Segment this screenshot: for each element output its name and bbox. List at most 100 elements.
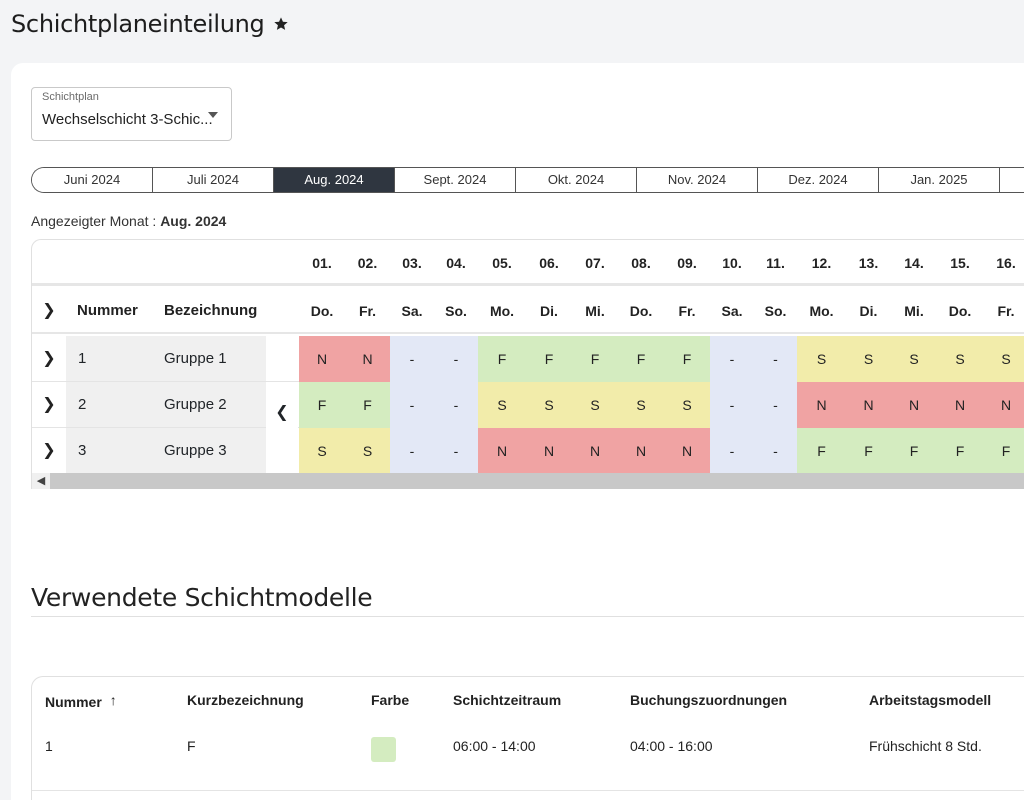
- shift-cell[interactable]: S: [937, 336, 983, 382]
- shift-cell[interactable]: S: [526, 382, 572, 428]
- models-header-arbeitstagsmodell[interactable]: Arbeitstagsmodell: [869, 692, 992, 708]
- shift-cell[interactable]: N: [345, 336, 390, 382]
- shift-cell[interactable]: -: [754, 428, 797, 474]
- row-divider: [32, 790, 1024, 791]
- month-tab[interactable]: Dez. 2024: [758, 168, 879, 192]
- shown-month-value: Aug. 2024: [160, 213, 227, 229]
- scroll-left-arrow-icon[interactable]: ◀: [32, 473, 50, 489]
- shift-cell[interactable]: -: [390, 382, 434, 428]
- weekday-header-cell: Fr.: [997, 303, 1015, 319]
- shift-cell[interactable]: F: [846, 428, 891, 474]
- page-title-text: Schichtplaneinteilung: [11, 10, 265, 38]
- models-header-nummer[interactable]: Nummer ↑: [45, 677, 117, 723]
- shift-cell[interactable]: -: [754, 336, 797, 382]
- weekday-header-cell: So.: [764, 303, 787, 319]
- weekday-header-cell: Sa.: [721, 303, 743, 319]
- shift-cell[interactable]: -: [390, 336, 434, 382]
- favorite-star-icon[interactable]: [273, 16, 289, 32]
- month-tab[interactable]: Nov. 2024: [637, 168, 758, 192]
- month-tab[interactable]: Sept. 2024: [395, 168, 516, 192]
- row-expand-chevron-icon[interactable]: ❯: [42, 442, 56, 459]
- date-header-cell: 13.: [858, 255, 879, 271]
- month-tab[interactable]: Jan. 2025: [879, 168, 1000, 192]
- shift-cell[interactable]: F: [618, 336, 664, 382]
- shift-cell[interactable]: N: [478, 428, 526, 474]
- shift-cell[interactable]: S: [345, 428, 390, 474]
- date-header-cell: 12.: [811, 255, 832, 271]
- month-tab[interactable]: Aug. 2024: [274, 168, 395, 192]
- date-header-cell: 15.: [950, 255, 970, 271]
- shift-cell[interactable]: -: [710, 382, 754, 428]
- shift-cell[interactable]: N: [618, 428, 664, 474]
- month-tab[interactable]: Juni 2024: [32, 168, 153, 192]
- shift-cell[interactable]: N: [299, 336, 345, 382]
- scroll-back-chevron-icon[interactable]: ❮: [266, 390, 298, 436]
- shift-cell[interactable]: F: [937, 428, 983, 474]
- shift-cell[interactable]: S: [846, 336, 891, 382]
- shift-cell[interactable]: N: [572, 428, 618, 474]
- shift-cell[interactable]: S: [891, 336, 937, 382]
- shift-cell[interactable]: F: [345, 382, 390, 428]
- models-header-farbe[interactable]: Farbe: [371, 692, 410, 708]
- shift-cell[interactable]: S: [618, 382, 664, 428]
- shift-cell[interactable]: N: [526, 428, 572, 474]
- weekday-header-cell: Fr.: [678, 303, 696, 319]
- shift-cell[interactable]: F: [983, 428, 1024, 474]
- model-cell-nummer: 1: [45, 738, 53, 754]
- shift-cell[interactable]: F: [299, 382, 345, 428]
- group-number: 3: [78, 442, 87, 459]
- shift-cell[interactable]: S: [664, 382, 710, 428]
- weekday-header-row: ❯ Nummer Bezeichnung Do. Fr. Sa. So. Mo. Di. M…: [32, 288, 1024, 334]
- shift-cell[interactable]: -: [754, 382, 797, 428]
- shift-cell[interactable]: N: [797, 382, 846, 428]
- date-header-row: 01. 02. 03. 04. 05. 06. 07. 08. 09. 10. 11. 12. 13. 1…: [32, 240, 1024, 286]
- group-name: Gruppe 1: [164, 350, 227, 367]
- column-header-nummer[interactable]: Nummer: [77, 302, 138, 319]
- shift-cell[interactable]: S: [299, 428, 345, 474]
- column-header-bezeichnung[interactable]: Bezeichnung: [164, 302, 258, 319]
- row-label-cell: [66, 428, 266, 473]
- shift-cell[interactable]: N: [891, 382, 937, 428]
- weekday-header-cell: Mi.: [585, 303, 605, 319]
- shift-cell[interactable]: N: [937, 382, 983, 428]
- models-header-schichtzeitraum[interactable]: Schichtzeitraum: [453, 692, 562, 708]
- shift-cell[interactable]: -: [710, 428, 754, 474]
- shift-cell[interactable]: F: [572, 336, 618, 382]
- shift-cell[interactable]: -: [710, 336, 754, 382]
- shift-cell[interactable]: -: [390, 428, 434, 474]
- shift-cell[interactable]: F: [664, 336, 710, 382]
- shift-cell[interactable]: N: [846, 382, 891, 428]
- model-color-swatch: [371, 737, 396, 762]
- shift-cell[interactable]: -: [434, 428, 478, 474]
- month-tab[interactable]: Juli 2024: [153, 168, 274, 192]
- shift-cell[interactable]: F: [891, 428, 937, 474]
- date-header-cell: 11.: [766, 255, 785, 271]
- shift-cell[interactable]: S: [572, 382, 618, 428]
- group-number: 1: [78, 350, 87, 367]
- sort-ascending-icon[interactable]: ↑: [109, 692, 117, 708]
- shift-cell[interactable]: N: [664, 428, 710, 474]
- shift-cell[interactable]: F: [478, 336, 526, 382]
- models-header-buchungszuordnungen[interactable]: Buchungszuordnungen: [630, 692, 788, 708]
- schichtplan-select[interactable]: Schichtplan Wechselschicht 3-Schic...: [31, 87, 232, 141]
- shift-cell[interactable]: S: [797, 336, 846, 382]
- shift-cell[interactable]: F: [797, 428, 846, 474]
- caret-down-icon: [208, 112, 218, 118]
- date-header-cell: 16.: [996, 255, 1016, 271]
- shift-cell[interactable]: N: [983, 382, 1024, 428]
- models-header-kurzbezeichnung[interactable]: Kurzbezeichnung: [187, 692, 304, 708]
- weekday-header-cell: So.: [445, 303, 467, 319]
- expand-all-chevron-icon[interactable]: ❯: [42, 302, 56, 319]
- date-header-cell: 10.: [722, 255, 742, 271]
- shift-cell[interactable]: -: [434, 336, 478, 382]
- shift-cell[interactable]: -: [434, 382, 478, 428]
- row-expand-chevron-icon[interactable]: ❯: [42, 396, 56, 413]
- shift-cell[interactable]: F: [526, 336, 572, 382]
- month-tab[interactable]: Okt. 2024: [516, 168, 637, 192]
- row-expand-chevron-icon[interactable]: ❯: [42, 350, 56, 367]
- shift-cell[interactable]: S: [983, 336, 1024, 382]
- shift-cell[interactable]: S: [478, 382, 526, 428]
- date-header-cell: 02.: [357, 255, 378, 271]
- horizontal-scrollbar[interactable]: ◀: [32, 473, 1024, 489]
- model-cell-modell: Frühschicht 8 Std.: [869, 738, 982, 754]
